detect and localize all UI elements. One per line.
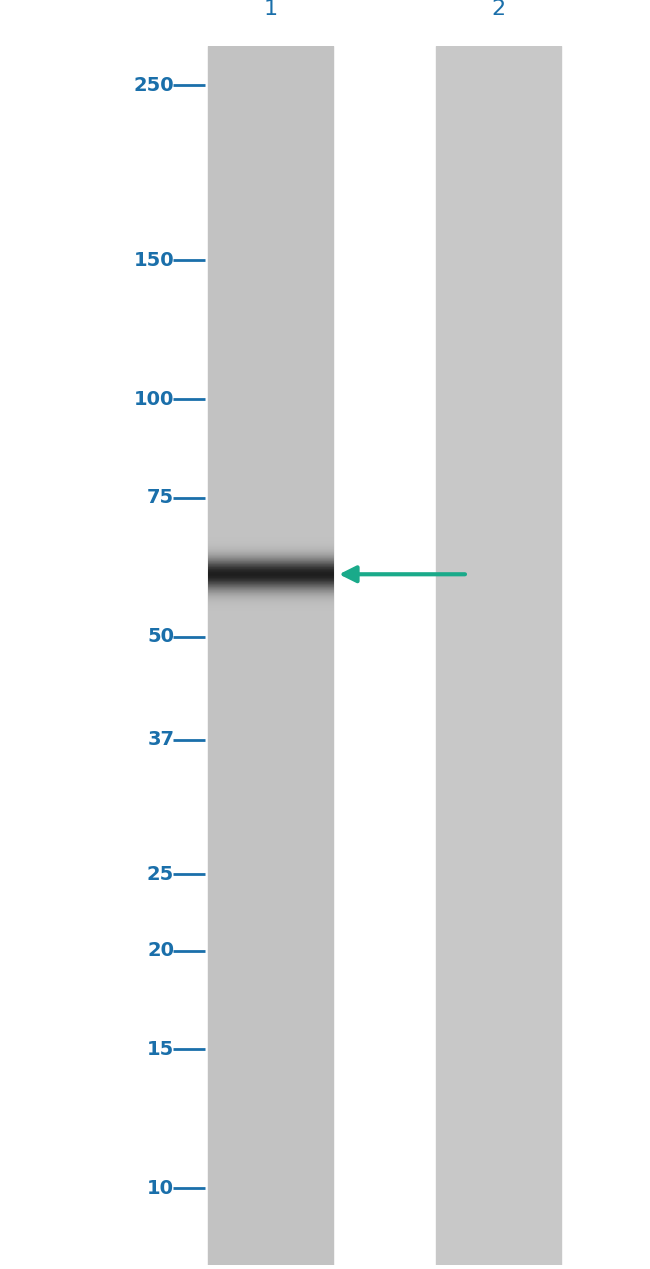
Text: 75: 75 [147, 489, 174, 508]
Text: 20: 20 [147, 942, 174, 961]
Text: 1: 1 [263, 0, 278, 19]
Text: 150: 150 [134, 251, 174, 270]
Text: 50: 50 [147, 627, 174, 646]
Bar [208, 46, 333, 1265]
Bar [436, 46, 561, 1265]
Text: 100: 100 [134, 390, 174, 409]
Text: 250: 250 [134, 76, 174, 95]
Text: 37: 37 [147, 731, 174, 750]
Text: 2: 2 [491, 0, 505, 19]
Text: 10: 10 [147, 1179, 174, 1198]
Text: 15: 15 [147, 1039, 174, 1058]
Text: 25: 25 [147, 864, 174, 883]
